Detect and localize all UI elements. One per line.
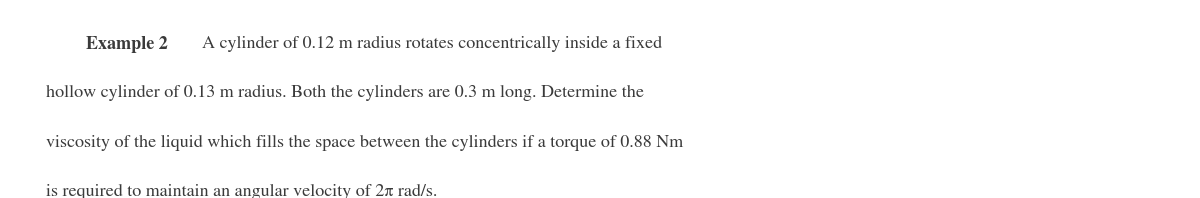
Text: is required to maintain an angular velocity of 2π rad/s.: is required to maintain an angular veloc… (46, 184, 437, 198)
Text: Example 2: Example 2 (86, 36, 168, 53)
Text: hollow cylinder of 0.13 m radius. Both the cylinders are 0.3 m long. Determine t: hollow cylinder of 0.13 m radius. Both t… (46, 85, 643, 101)
Text: viscosity of the liquid which fills the space between the cylinders if a torque : viscosity of the liquid which fills the … (46, 135, 683, 151)
Text: A cylinder of 0.12 m radius rotates concentrically inside a fixed: A cylinder of 0.12 m radius rotates conc… (202, 36, 661, 52)
